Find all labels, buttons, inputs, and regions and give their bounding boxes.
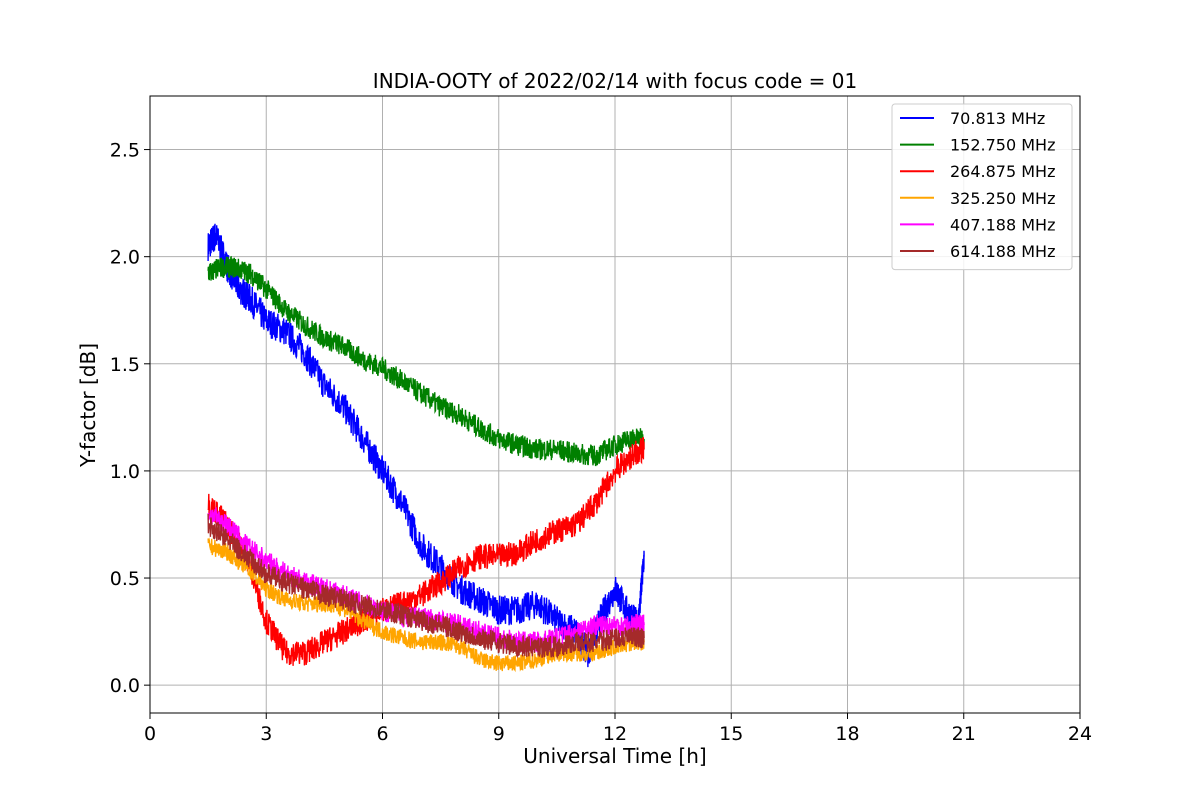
series-line-5: [207, 513, 645, 659]
legend-label: 152.750 MHz: [950, 136, 1055, 155]
series-line-2: [207, 437, 645, 666]
x-tick-label: 15: [719, 723, 743, 745]
x-tick-label: 3: [260, 723, 272, 745]
y-tick-label: 0.0: [110, 675, 140, 697]
y-axis-label: Y-factor [dB]: [76, 343, 100, 468]
series-line-4: [207, 507, 645, 653]
legend-label: 614.188 MHz: [950, 242, 1055, 261]
legend-label: 70.813 MHz: [950, 109, 1045, 128]
x-tick-label: 6: [376, 723, 388, 745]
series-line-1: [207, 255, 645, 467]
y-tick-label: 1.5: [110, 354, 140, 376]
y-tick-label: 2.0: [110, 247, 140, 269]
x-tick-label: 12: [603, 723, 627, 745]
y-tick-label: 0.5: [110, 568, 140, 590]
legend-label: 264.875 MHz: [950, 162, 1055, 181]
x-tick-label: 9: [493, 723, 505, 745]
legend-label: 407.188 MHz: [950, 215, 1055, 234]
y-tick-label: 2.5: [110, 140, 140, 162]
x-tick-label: 0: [144, 723, 156, 745]
x-axis-label: Universal Time [h]: [523, 744, 706, 768]
x-tick-label: 21: [952, 723, 976, 745]
x-tick-label: 24: [1068, 723, 1092, 745]
x-tick-label: 18: [835, 723, 859, 745]
y-tick-label: 1.0: [110, 461, 140, 483]
x-axis: 0 3 6 9 12 15 18 21 24: [144, 713, 1092, 745]
chart-title: INDIA-OOTY of 2022/02/14 with focus code…: [373, 69, 857, 93]
legend-box: [891, 103, 1073, 271]
legend-label: 325.250 MHz: [950, 189, 1055, 208]
series-layer: [207, 223, 645, 673]
y-axis: 0.0 0.5 1.0 1.5 2.0 2.5: [110, 140, 150, 697]
legend: 70.813 MHz 152.750 MHz 264.875 MHz 325.250 …: [891, 103, 1073, 271]
